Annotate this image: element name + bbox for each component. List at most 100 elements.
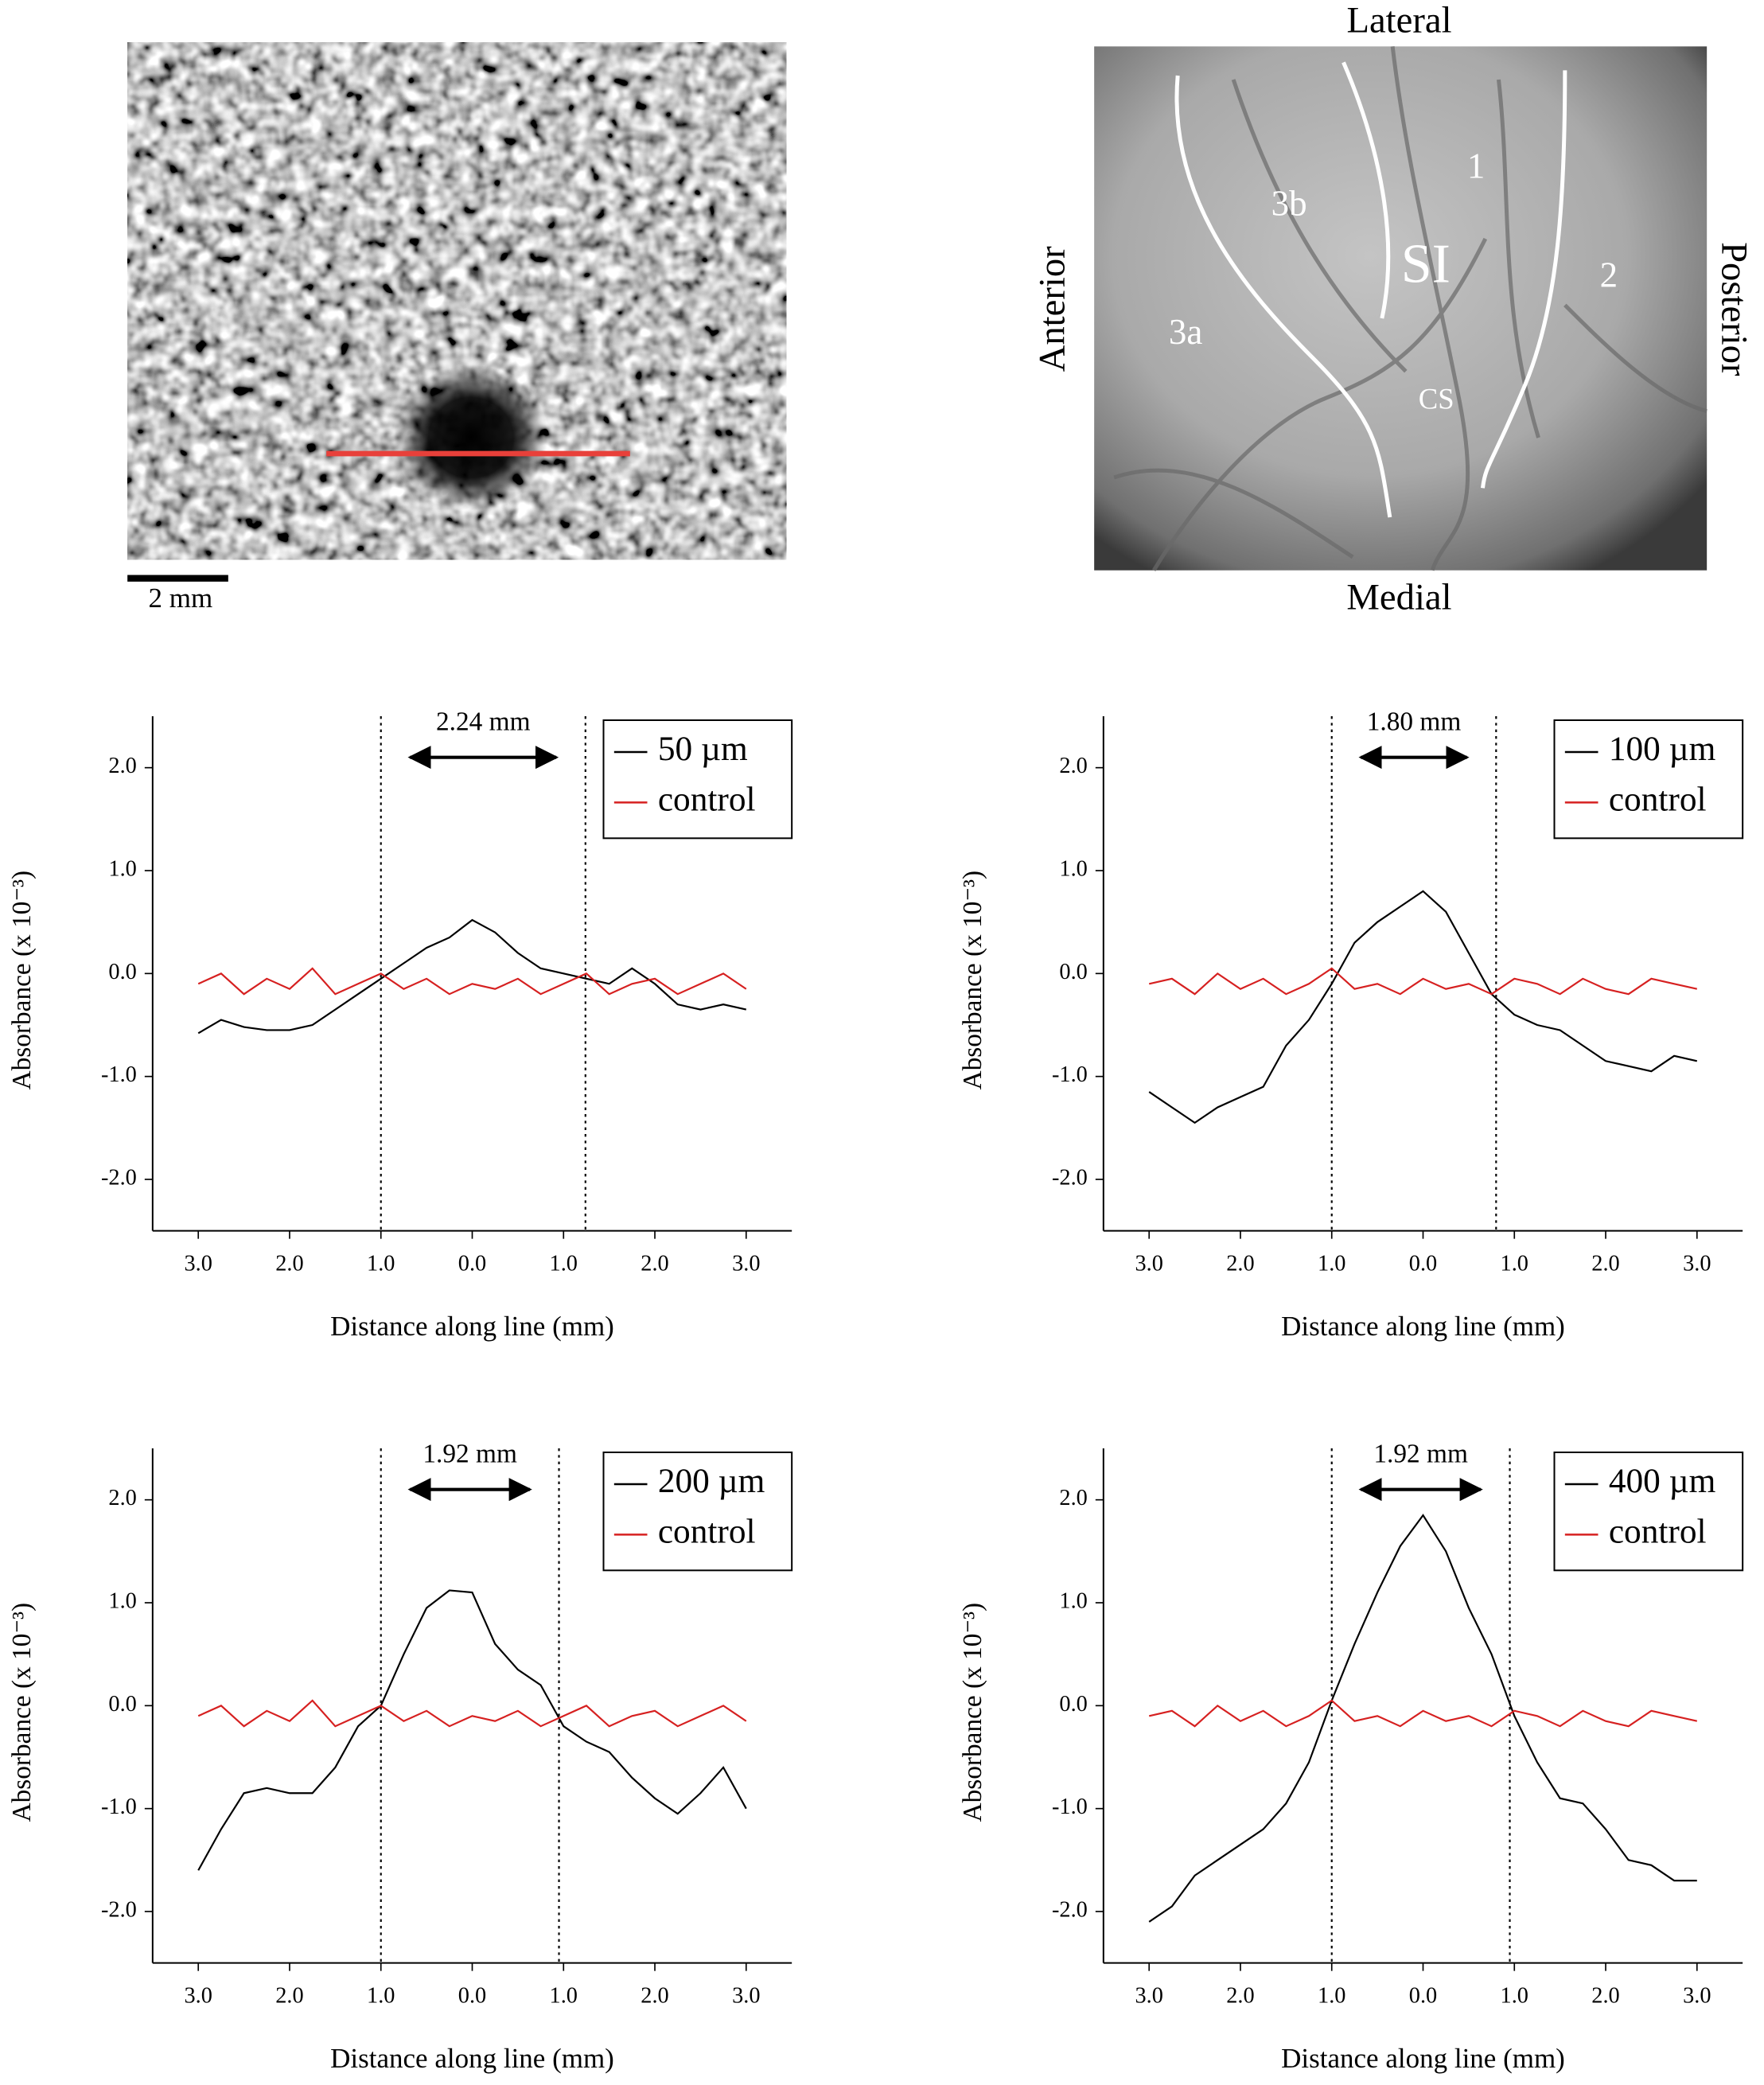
optical-image: 2 mm (127, 42, 787, 614)
orientation-label: Lateral (1346, 0, 1451, 41)
y-tick-label: 1.0 (108, 857, 136, 882)
area-borders (1174, 61, 1567, 518)
cortex-image: Lateral Medial Anterior Posterior 3a 3b … (1032, 0, 1755, 618)
y-axis-label: Absorbance (x 10⁻³) (7, 1603, 37, 1822)
x-tick-label: 1.0 (1318, 1252, 1345, 1276)
width-annotation: 1.80 mm (1367, 707, 1462, 737)
x-tick-label: 3.0 (1135, 1984, 1163, 2009)
series-line (197, 918, 747, 1035)
y-tick-label: -2.0 (101, 1898, 137, 1923)
x-tick-label: 2.0 (641, 1252, 668, 1276)
x-tick-label: 2.0 (275, 1984, 303, 2009)
x-tick-label: 3.0 (185, 1984, 212, 2009)
y-axis-label: Absorbance (x 10⁻³) (958, 1603, 987, 1822)
chart: 2.0 1.0 0.0 -1.0 -2.0 3.0 2.0 1.0 0.0 1.0 2.0 3.0 Di… (7, 1440, 793, 2074)
x-tick-label: 3.0 (732, 1984, 760, 2009)
legend-label: 50 µm (658, 730, 748, 768)
x-tick-label: 3.0 (1135, 1252, 1163, 1276)
x-tick-label: 0.0 (458, 1252, 486, 1276)
x-tick-label: 3.0 (1683, 1984, 1711, 2009)
x-tick-label: 2.0 (1226, 1252, 1254, 1276)
area-label: 1 (1467, 146, 1486, 186)
width-annotation: 2.24 mm (436, 707, 531, 737)
activation-spot (394, 364, 548, 511)
y-tick-label: 2.0 (108, 754, 136, 778)
y-tick-label: 2.0 (108, 1486, 136, 1510)
y-tick-label: -1.0 (101, 1062, 137, 1087)
chart: 2.0 1.0 0.0 -1.0 -2.0 3.0 2.0 1.0 0.0 1.0 2.0 3.0 Di… (958, 707, 1744, 1342)
series-line (1148, 1514, 1697, 1923)
chart: 2.0 1.0 0.0 -1.0 -2.0 3.0 2.0 1.0 0.0 1.0 2.0 3.0 Di… (7, 707, 793, 1342)
series-line (197, 967, 747, 996)
scale-label: 2 mm (148, 583, 212, 614)
x-tick-label: 0.0 (1409, 1984, 1437, 2009)
x-tick-label: 2.0 (1226, 1984, 1254, 2009)
legend-label: control (1609, 1512, 1707, 1550)
series-line (1148, 967, 1698, 996)
x-tick-label: 1.0 (550, 1984, 578, 2009)
legend-box (602, 1452, 793, 1572)
y-tick-label: 2.0 (1059, 1486, 1087, 1510)
legend-label: 400 µm (1609, 1462, 1716, 1500)
x-tick-label: 2.0 (275, 1252, 303, 1276)
y-tick-label: -1.0 (1052, 1062, 1088, 1087)
orientation-label: Medial (1346, 577, 1451, 618)
x-tick-label: 3.0 (732, 1252, 760, 1276)
y-tick-label: 1.0 (1059, 1589, 1087, 1614)
y-tick-label: 0.0 (108, 960, 136, 984)
orientation-label: Posterior (1713, 242, 1754, 376)
x-tick-label: 0.0 (458, 1984, 486, 2009)
x-axis-label: Distance along line (mm) (1281, 2043, 1565, 2074)
y-tick-label: 1.0 (1059, 857, 1087, 882)
legend-box (1553, 1452, 1744, 1572)
x-tick-label: 0.0 (1409, 1252, 1437, 1276)
vessels (1113, 46, 1708, 571)
legend-box (1553, 719, 1744, 840)
x-tick-label: 1.0 (1501, 1984, 1528, 2009)
x-axis-label: Distance along line (mm) (1281, 1311, 1565, 1342)
y-tick-label: -2.0 (1052, 1898, 1088, 1923)
y-tick-label: 0.0 (1059, 960, 1087, 984)
x-tick-label: 2.0 (1591, 1252, 1619, 1276)
x-tick-label: 1.0 (1318, 1984, 1345, 2009)
area-label: 2 (1600, 255, 1618, 294)
series-line (197, 1699, 747, 1728)
area-label: 3b (1271, 183, 1307, 223)
series-line (1148, 890, 1698, 1124)
region-label: SI (1401, 233, 1451, 294)
x-tick-label: 3.0 (185, 1252, 212, 1276)
y-tick-label: -1.0 (1052, 1795, 1088, 1819)
y-tick-label: 1.0 (108, 1589, 136, 1614)
legend-label: control (1609, 780, 1707, 818)
series-line (1148, 1699, 1698, 1728)
y-tick-label: -2.0 (1052, 1166, 1088, 1191)
width-annotation: 1.92 mm (423, 1440, 517, 1469)
x-tick-label: 2.0 (1591, 1984, 1619, 2009)
y-tick-label: 0.0 (108, 1692, 136, 1717)
x-tick-label: 3.0 (1683, 1252, 1711, 1276)
y-axis-label: Absorbance (x 10⁻³) (7, 871, 37, 1090)
orientation-label: Anterior (1032, 246, 1073, 372)
x-tick-label: 1.0 (367, 1984, 395, 2009)
series-line (197, 1589, 747, 1871)
x-tick-label: 1.0 (367, 1252, 395, 1276)
area-label: 3a (1169, 312, 1203, 352)
y-axis-label: Absorbance (x 10⁻³) (958, 871, 987, 1090)
sulcus-label: CS (1419, 382, 1454, 415)
legend-label: 100 µm (1609, 730, 1716, 768)
x-tick-label: 1.0 (1501, 1252, 1528, 1276)
image-frame (1094, 46, 1708, 571)
x-axis-label: Distance along line (mm) (330, 1311, 614, 1342)
x-tick-label: 1.0 (550, 1252, 578, 1276)
width-annotation: 1.92 mm (1373, 1440, 1468, 1469)
y-tick-label: -2.0 (101, 1166, 137, 1191)
chart: 2.0 1.0 0.0 -1.0 -2.0 3.0 2.0 1.0 0.0 1.0 2.0 3.0 Di… (958, 1440, 1744, 2074)
y-tick-label: 0.0 (1059, 1692, 1087, 1717)
y-tick-label: 2.0 (1059, 754, 1087, 778)
legend-label: 200 µm (658, 1462, 765, 1500)
x-axis-label: Distance along line (mm) (330, 2043, 614, 2074)
y-tick-label: -1.0 (101, 1795, 137, 1819)
legend-box (602, 719, 793, 840)
